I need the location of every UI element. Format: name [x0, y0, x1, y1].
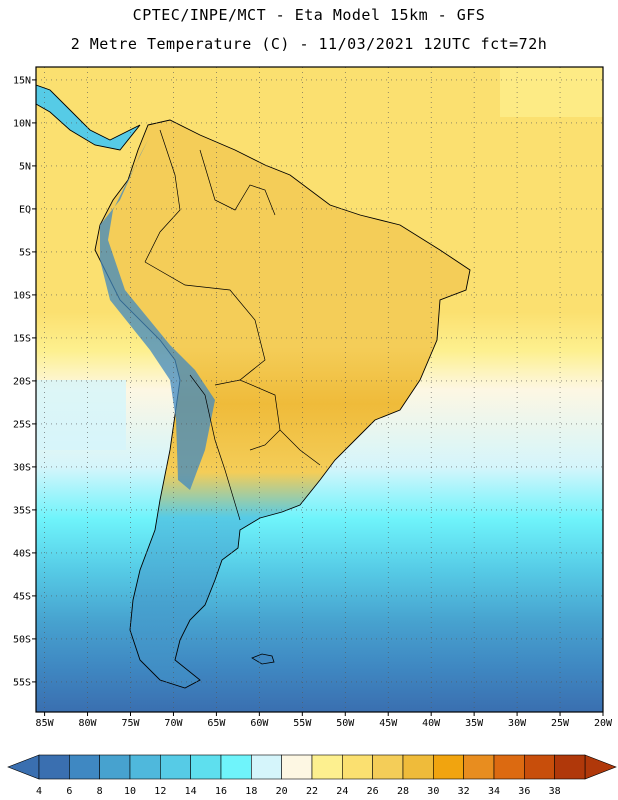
lon-tick-label: 55W [293, 718, 312, 729]
map-title-line1: CPTEC/INPE/MCT - Eta Model 15km - GFS [132, 6, 486, 24]
colorbar-label: 22 [306, 786, 318, 797]
colorbar-swatch [342, 754, 373, 780]
lon-tick-label: 20W [594, 718, 613, 729]
atlantic-warm-patch [500, 67, 603, 117]
colorbar-label: 18 [245, 786, 257, 797]
lat-tick-label: 50S [13, 634, 31, 645]
pacific-cool-patch [36, 380, 126, 450]
country-borders [144, 129, 321, 521]
colorbar-label: 16 [215, 786, 227, 797]
colorbar-swatch [524, 754, 555, 780]
lat-tick-label: 15N [13, 75, 31, 86]
central-america-land [36, 84, 141, 151]
lon-tick-label: 80W [79, 718, 98, 729]
andes-cold-band [100, 140, 215, 490]
colorbar-label: 8 [97, 786, 103, 797]
colorbar-swatch [493, 754, 525, 780]
colorbar-label: 34 [488, 786, 500, 797]
map-title-line2: 2 Metre Temperature (C) - 11/03/2021 12U… [70, 35, 548, 53]
lat-tick-label: 5N [19, 161, 31, 172]
colorbar-swatch [372, 754, 404, 780]
colorbar-label: 12 [154, 786, 166, 797]
colorbar-labels: 4 6 8 10 12 14 16 18 20 22 24 26 28 30 32 34 36 38 [36, 786, 561, 797]
falkland-islands [251, 653, 275, 665]
colorbar-label: 32 [458, 786, 470, 797]
lat-tick-label: 45S [13, 591, 31, 602]
lon-tick-label: 75W [121, 718, 140, 729]
colorbar-label: 6 [66, 786, 72, 797]
colorbar-label: 14 [185, 786, 197, 797]
colorbar-swatch [69, 754, 100, 780]
colorbar-swatch [463, 754, 495, 780]
colorbar-swatch [281, 754, 313, 780]
colorbar-swatch [402, 754, 434, 780]
lon-tick-label: 45W [379, 718, 398, 729]
colorbar-swatch [38, 754, 70, 780]
colorbar [7, 754, 617, 780]
lon-tick-label: 85W [36, 718, 55, 729]
colorbar-high-arrow [584, 754, 617, 780]
map-frame [35, 66, 604, 713]
lat-tick-label: 25S [13, 419, 31, 430]
lat-tick-label: 10N [13, 118, 31, 129]
lon-tick-label: 30W [508, 718, 527, 729]
lon-tick-label: 70W [164, 718, 183, 729]
lat-tick-label: 20S [13, 376, 31, 387]
colorbar-swatch [99, 754, 131, 780]
map-field [36, 67, 603, 712]
colorbar-swatch [554, 754, 586, 780]
lon-tick-label: 60W [250, 718, 269, 729]
lat-tick-label: 35S [13, 505, 31, 516]
lon-tick-label: 50W [336, 718, 355, 729]
lat-tick-label: 10S [13, 290, 31, 301]
colorbar-label: 4 [36, 786, 42, 797]
lat-tick-label: EQ [19, 204, 31, 215]
lat-tick-label: 55S [13, 677, 31, 688]
lon-tick-label: 25W [551, 718, 570, 729]
colorbar-label: 38 [549, 786, 561, 797]
longitude-labels: 85W 80W 75W 70W 65W 60W 55W 50W 45W 40W 35W 30W 25W 2… [36, 712, 613, 729]
lat-tick-label: 30S [13, 462, 31, 473]
colorbar-low-arrow [7, 754, 40, 780]
colorbar-label: 28 [397, 786, 409, 797]
colorbar-label: 36 [518, 786, 530, 797]
colorbar-label: 10 [124, 786, 136, 797]
lat-tick-label: 40S [13, 548, 31, 559]
colorbar-swatch [433, 754, 464, 780]
colorbar-label: 26 [367, 786, 379, 797]
colorbar-swatch [220, 754, 252, 780]
colorbar-swatch [129, 754, 161, 780]
lon-tick-label: 40W [422, 718, 441, 729]
lon-tick-label: 35W [465, 718, 484, 729]
colorbar-label: 20 [276, 786, 288, 797]
colorbar-label: 24 [336, 786, 348, 797]
colorbar-swatch [251, 754, 282, 780]
colorbar-label: 30 [427, 786, 439, 797]
lon-tick-label: 65W [207, 718, 226, 729]
latitude-labels: 15N 10N 5N EQ 5S 10S 15S 20S 25S 30S 35S 40S 45S 50S 5… [13, 75, 36, 688]
colorbar-swatch [190, 754, 222, 780]
lat-tick-label: 15S [13, 333, 31, 344]
colorbar-swatch [160, 754, 191, 780]
lat-tick-label: 5S [19, 247, 31, 258]
colorbar-swatch [311, 754, 343, 780]
